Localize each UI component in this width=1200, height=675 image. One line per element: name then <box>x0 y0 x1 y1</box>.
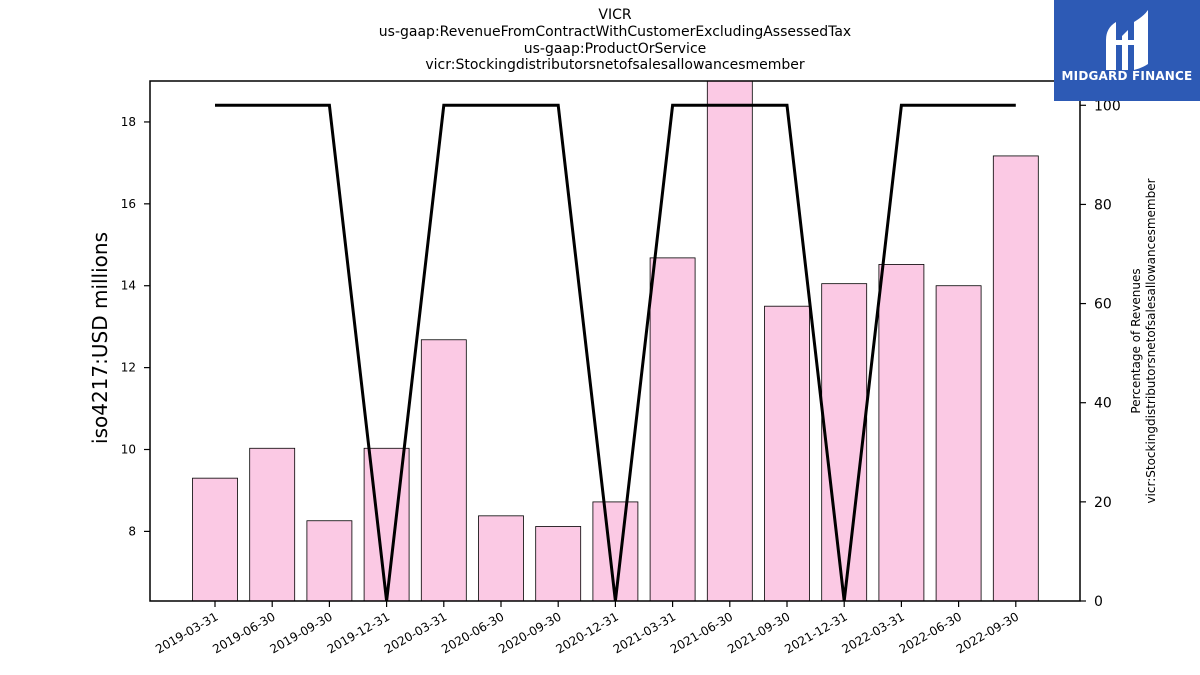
y2-tick-label: 20 <box>1094 495 1112 511</box>
y-tick-label: 12 <box>121 361 136 375</box>
bar-2021-12-31 <box>821 283 868 602</box>
y2-axis-ticks: 0 20 40 60 80 100 <box>1080 98 1121 610</box>
bar-2022-09-30 <box>992 155 1039 602</box>
bar-2020-06-30 <box>478 515 524 602</box>
title-line-axis: us-gaap:ProductOrService <box>523 41 707 57</box>
logo-text: MIDGARD FINANCE <box>1061 69 1193 83</box>
y-tick-label: 16 <box>121 197 136 211</box>
x-tick-label: 2019-06-30 <box>210 609 277 656</box>
y2-axis-label-line-2: vicr:Stockingdistributorsnetofsalesallow… <box>1144 178 1158 503</box>
title-line-member: vicr:Stockingdistributorsnetofsalesallow… <box>425 57 805 73</box>
bar-2020-12-31 <box>592 501 639 602</box>
x-tick-label: 2022-09-30 <box>954 609 1021 656</box>
y2-tick-label: 40 <box>1094 396 1112 412</box>
bar-2022-03-31 <box>878 264 925 602</box>
bar-2021-09-30 <box>764 305 810 602</box>
logo-mark-icon <box>1106 10 1148 70</box>
bar-2021-06-30 <box>706 80 753 602</box>
x-tick-label: 2021-12-31 <box>782 609 849 656</box>
y-axis-label: iso4217:USD millions <box>88 232 112 444</box>
y-tick-label: 10 <box>121 443 136 457</box>
x-tick-label: 2022-03-31 <box>839 609 906 656</box>
bar-2021-03-31 <box>649 257 696 602</box>
x-tick-label: 2021-06-30 <box>668 609 735 656</box>
x-tick-label: 2020-09-30 <box>496 609 563 656</box>
x-tick-label: 2021-09-30 <box>725 609 792 656</box>
x-tick-label: 2019-03-31 <box>153 609 220 656</box>
y2-axis-label-line-1: Percentage of Revenues <box>1129 268 1143 413</box>
y2-tick-label: 100 <box>1094 98 1121 114</box>
x-tick-label: 2021-03-31 <box>611 609 678 656</box>
y-tick-label: 18 <box>121 115 136 129</box>
y2-tick-label: 0 <box>1094 594 1103 610</box>
x-tick-label: 2020-03-31 <box>382 609 449 656</box>
x-tick-label: 2020-12-31 <box>553 609 620 656</box>
y-tick-label: 8 <box>128 524 136 538</box>
bar-2022-06-30 <box>935 285 982 602</box>
y-axis-ticks: 8 10 12 14 16 18 <box>121 115 150 538</box>
x-tick-label: 2019-12-31 <box>325 609 392 656</box>
bar-2019-03-31 <box>192 477 238 602</box>
x-tick-label: 2019-09-30 <box>267 609 334 656</box>
x-tick-label: 2022-06-30 <box>897 609 964 656</box>
x-axis-ticks: 2019-03-312019-06-302019-09-302019-12-31… <box>153 601 1021 656</box>
y2-tick-label: 60 <box>1094 297 1112 313</box>
title-line-concept: us-gaap:RevenueFromContractWithCustomerE… <box>378 24 852 40</box>
brand-logo: MIDGARD FINANCE <box>1054 0 1200 101</box>
title-line-ticker: VICR <box>598 7 632 23</box>
bar-2019-09-30 <box>306 520 353 602</box>
bar-2020-09-30 <box>535 526 582 602</box>
y-tick-label: 14 <box>121 279 136 293</box>
x-tick-label: 2020-06-30 <box>439 609 506 656</box>
y2-tick-label: 80 <box>1094 197 1112 213</box>
bar-2019-06-30 <box>249 447 296 602</box>
bar-series <box>192 80 1039 602</box>
bar-2020-03-31 <box>420 339 467 602</box>
